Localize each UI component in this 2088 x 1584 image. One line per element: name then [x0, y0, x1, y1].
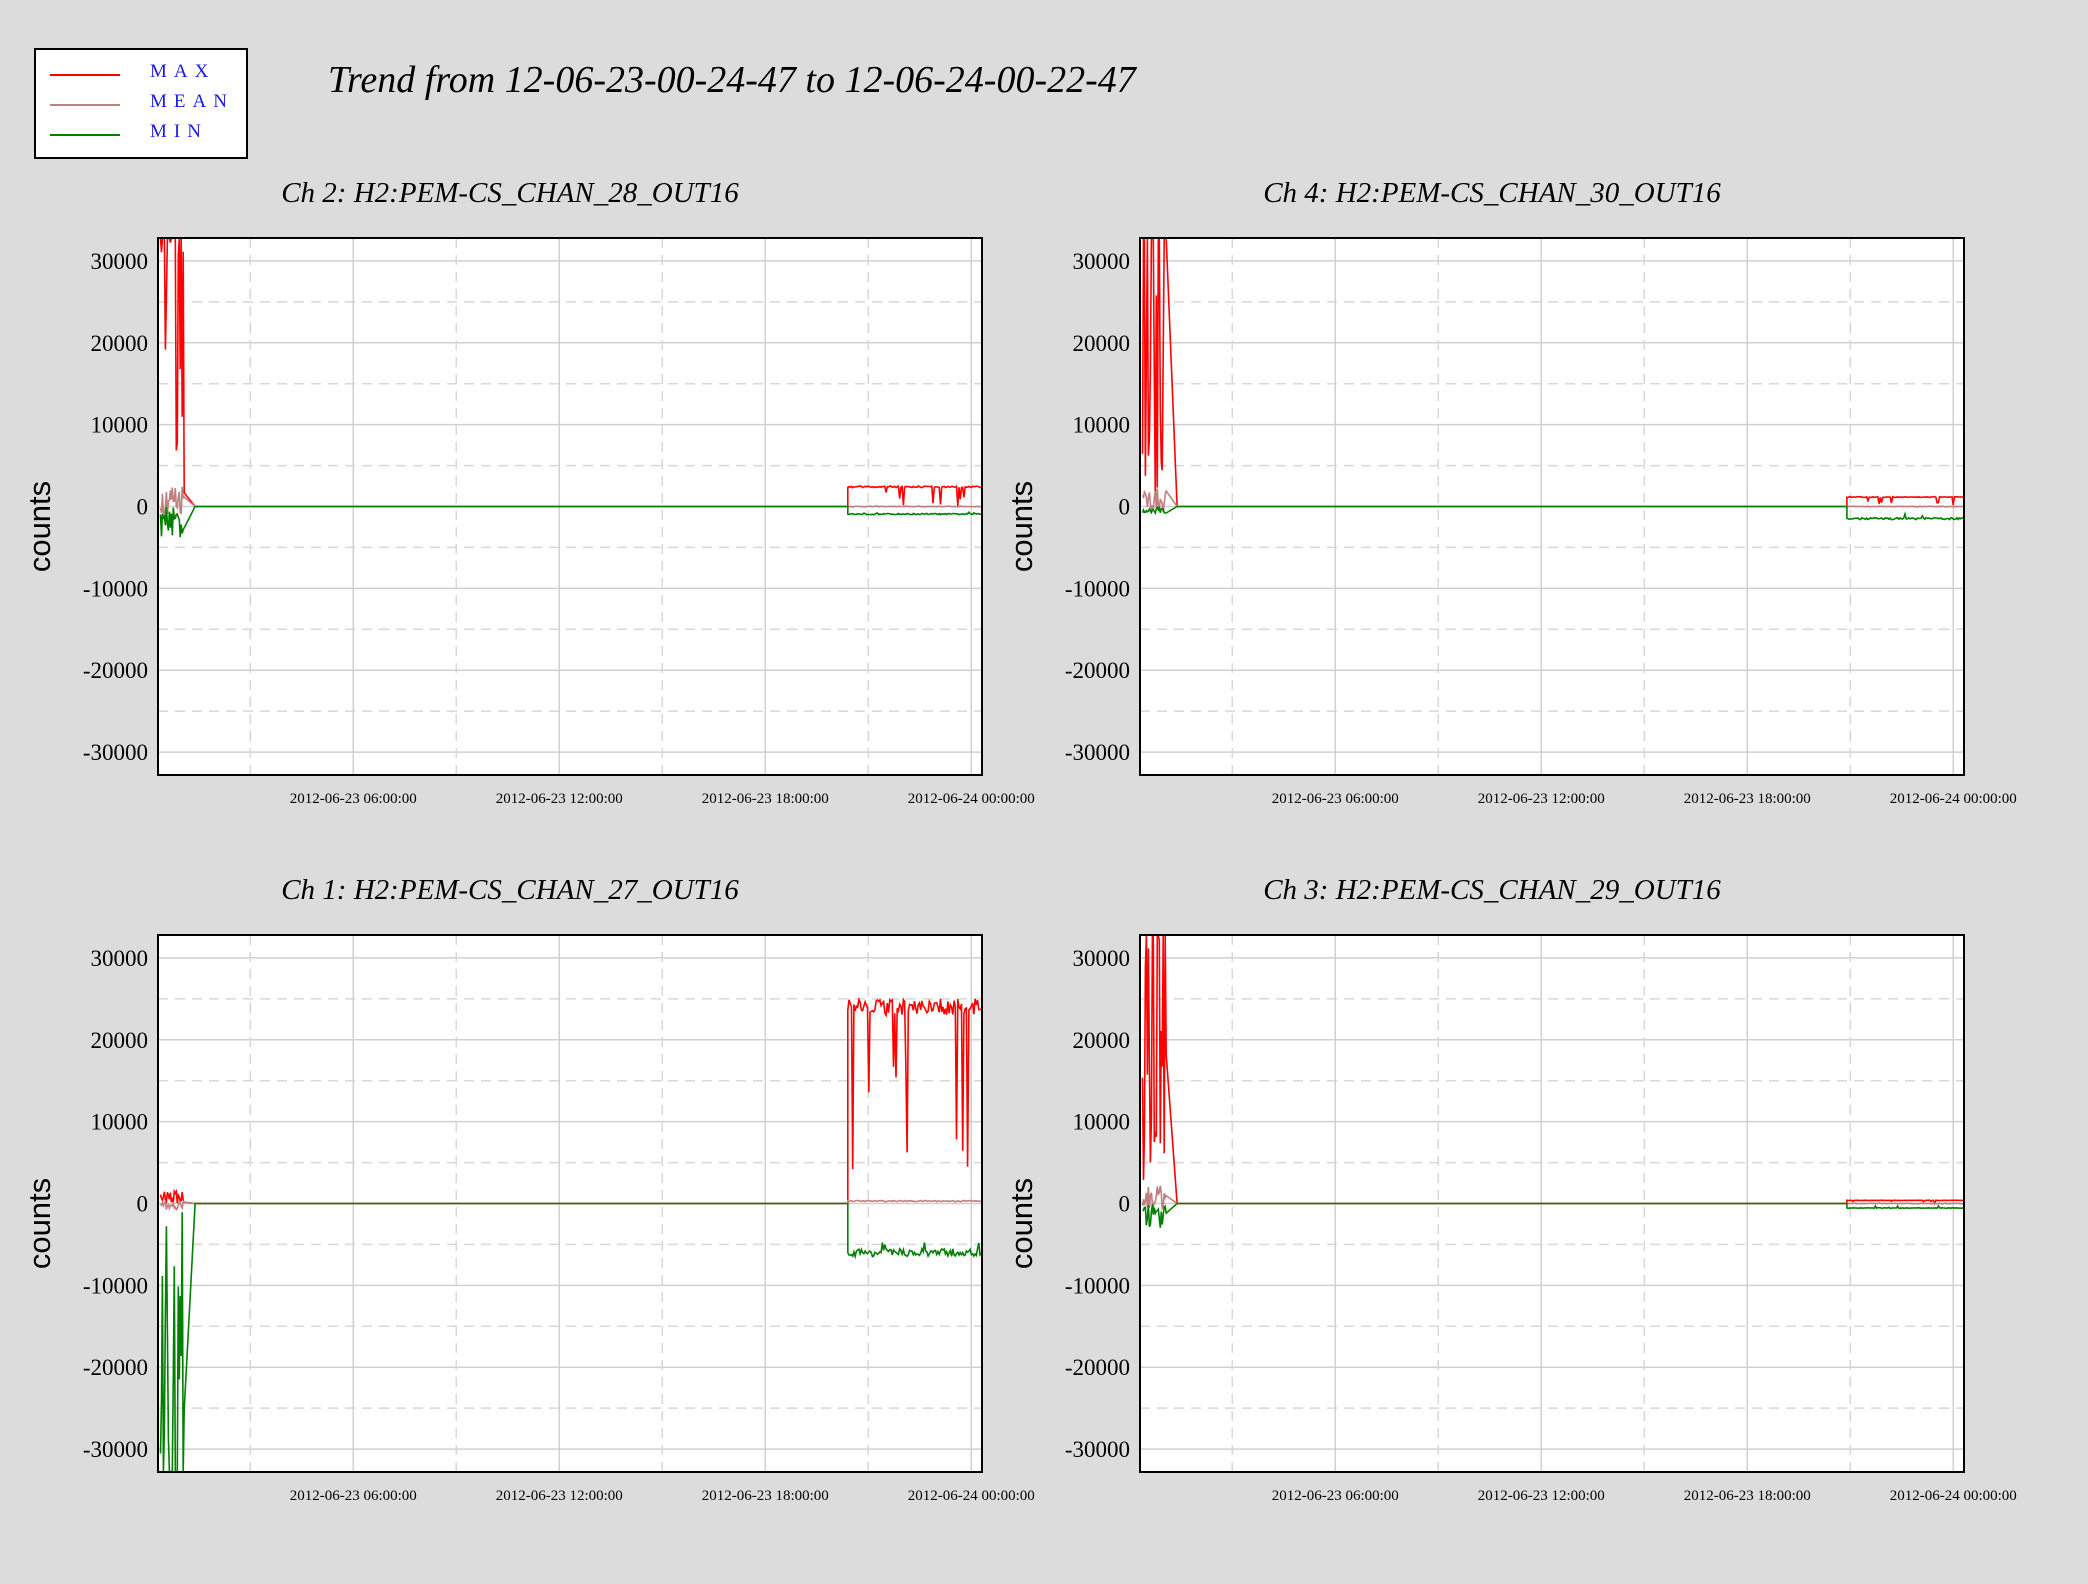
y-tick-label: -20000 [1065, 1355, 1130, 1380]
series-line-mean [1141, 488, 1964, 513]
x-tick-label: 2012-06-23 12:00:00 [1478, 1488, 1605, 1504]
x-tick-label: 2012-06-23 18:00:00 [1684, 1488, 1811, 1504]
y-tick-label: -30000 [1065, 740, 1130, 765]
chart-title: Ch 1: H2:PEM-CS_CHAN_27_OUT16 [281, 874, 739, 906]
x-tick-label: 2012-06-24 00:00:00 [1890, 791, 2017, 807]
y-axis-label: counts [22, 1178, 57, 1269]
series-line-min [159, 505, 982, 538]
y-tick-label: 20000 [91, 331, 149, 356]
series-group [159, 997, 982, 1472]
y-tick-label: 0 [1119, 1192, 1131, 1217]
y-tick-label: 30000 [1073, 249, 1131, 274]
legend-label-mean: MEAN [150, 91, 234, 112]
legend-item-mean: MEAN [36, 90, 246, 120]
y-tick-label: 20000 [1073, 1028, 1131, 1053]
plot-border [1139, 237, 1965, 776]
chart-title: Ch 2: H2:PEM-CS_CHAN_28_OUT16 [281, 177, 739, 209]
series-line-mean [159, 1199, 982, 1212]
series-group [1141, 935, 1964, 1228]
x-tick-label: 2012-06-23 12:00:00 [496, 1488, 623, 1504]
y-tick-label: 0 [1119, 495, 1131, 520]
y-tick-label: 10000 [1073, 413, 1131, 438]
y-tick-label: 30000 [91, 249, 149, 274]
series-line-min [1141, 505, 1964, 521]
y-tick-label: 30000 [91, 946, 149, 971]
y-tick-label: -30000 [1065, 1437, 1130, 1462]
y-tick-label: -10000 [83, 576, 148, 601]
y-tick-label: -30000 [83, 740, 148, 765]
legend-swatch-mean [50, 104, 120, 106]
legend-label-min: MIN [150, 121, 208, 142]
x-tick-label: 2012-06-23 18:00:00 [1684, 791, 1811, 807]
x-tick-label: 2012-06-23 12:00:00 [496, 791, 623, 807]
plot-border [157, 237, 983, 776]
legend-item-max: MAX [36, 60, 246, 90]
y-tick-label: 10000 [91, 1110, 149, 1135]
x-tick-label: 2012-06-23 18:00:00 [702, 791, 829, 807]
series-line-max [159, 997, 982, 1205]
x-tick-label: 2012-06-23 18:00:00 [702, 1488, 829, 1504]
y-tick-label: 20000 [1073, 331, 1131, 356]
plot-border [1139, 934, 1965, 1473]
legend: MAX MEAN MIN [34, 48, 248, 159]
legend-item-min: MIN [36, 120, 246, 150]
y-tick-label: 0 [137, 495, 149, 520]
y-tick-label: 20000 [91, 1028, 149, 1053]
legend-swatch-max [50, 74, 120, 76]
chart-panel-2: Ch 4: H2:PEM-CS_CHAN_30_OUT16 30000 20000 1… [1004, 177, 2017, 807]
y-tick-label: -20000 [83, 1355, 148, 1380]
series-line-min [1142, 1202, 1964, 1228]
y-tick-label: -20000 [1065, 658, 1130, 683]
y-axis-label: counts [1004, 1178, 1039, 1269]
x-tick-label: 2012-06-24 00:00:00 [1890, 1488, 2017, 1504]
chart-panel-1: Ch 2: H2:PEM-CS_CHAN_28_OUT16 30000 20000 1… [22, 177, 1035, 807]
chart-panel-4: Ch 3: H2:PEM-CS_CHAN_29_OUT16 30000 20000 1… [1004, 874, 2017, 1504]
series-line-min [159, 1202, 982, 1472]
y-tick-label: 10000 [91, 413, 149, 438]
y-tick-label: 30000 [1073, 946, 1131, 971]
legend-label-max: MAX [150, 61, 216, 82]
x-tick-label: 2012-06-24 00:00:00 [908, 1488, 1035, 1504]
series-line-max [159, 238, 982, 508]
y-axis-label: counts [1004, 481, 1039, 572]
series-line-max [1141, 935, 1964, 1206]
series-group [159, 238, 982, 538]
series-group [1141, 238, 1964, 521]
x-tick-label: 2012-06-23 06:00:00 [290, 1488, 417, 1504]
chart-title: Ch 3: H2:PEM-CS_CHAN_29_OUT16 [1263, 874, 1721, 906]
y-tick-label: -10000 [83, 1273, 148, 1298]
y-tick-label: -10000 [1065, 1273, 1130, 1298]
chart-title: Ch 4: H2:PEM-CS_CHAN_30_OUT16 [1263, 177, 1721, 209]
x-tick-label: 2012-06-24 00:00:00 [908, 791, 1035, 807]
x-tick-label: 2012-06-23 12:00:00 [1478, 791, 1605, 807]
series-line-mean [1141, 1185, 1964, 1212]
page-title: Trend from 12-06-23-00-24-47 to 12-06-24… [328, 59, 1136, 101]
y-axis-label: counts [22, 481, 57, 572]
x-tick-label: 2012-06-23 06:00:00 [1272, 1488, 1399, 1504]
y-tick-label: -30000 [83, 1437, 148, 1462]
chart-panel-3: Ch 1: H2:PEM-CS_CHAN_27_OUT16 30000 20000 1… [22, 874, 1035, 1504]
x-tick-label: 2012-06-23 06:00:00 [290, 791, 417, 807]
series-line-mean [159, 486, 982, 518]
x-tick-label: 2012-06-23 06:00:00 [1272, 791, 1399, 807]
plot-border [157, 934, 983, 1473]
series-line-max [1141, 238, 1964, 508]
y-tick-label: 10000 [1073, 1110, 1131, 1135]
y-tick-label: -20000 [83, 658, 148, 683]
legend-swatch-min [50, 134, 120, 136]
y-tick-label: -10000 [1065, 576, 1130, 601]
y-tick-label: 0 [137, 1192, 149, 1217]
